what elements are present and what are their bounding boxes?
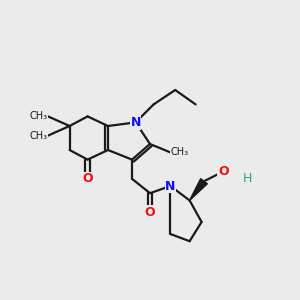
Text: O: O [82,172,93,185]
Text: CH₃: CH₃ [170,147,188,158]
Text: CH₃: CH₃ [30,130,48,141]
Text: CH₃: CH₃ [30,111,48,122]
Text: O: O [218,165,229,178]
Text: N: N [165,179,176,193]
Polygon shape [190,179,207,200]
Text: N: N [130,116,141,129]
Text: O: O [145,206,155,219]
Text: H: H [242,172,252,185]
